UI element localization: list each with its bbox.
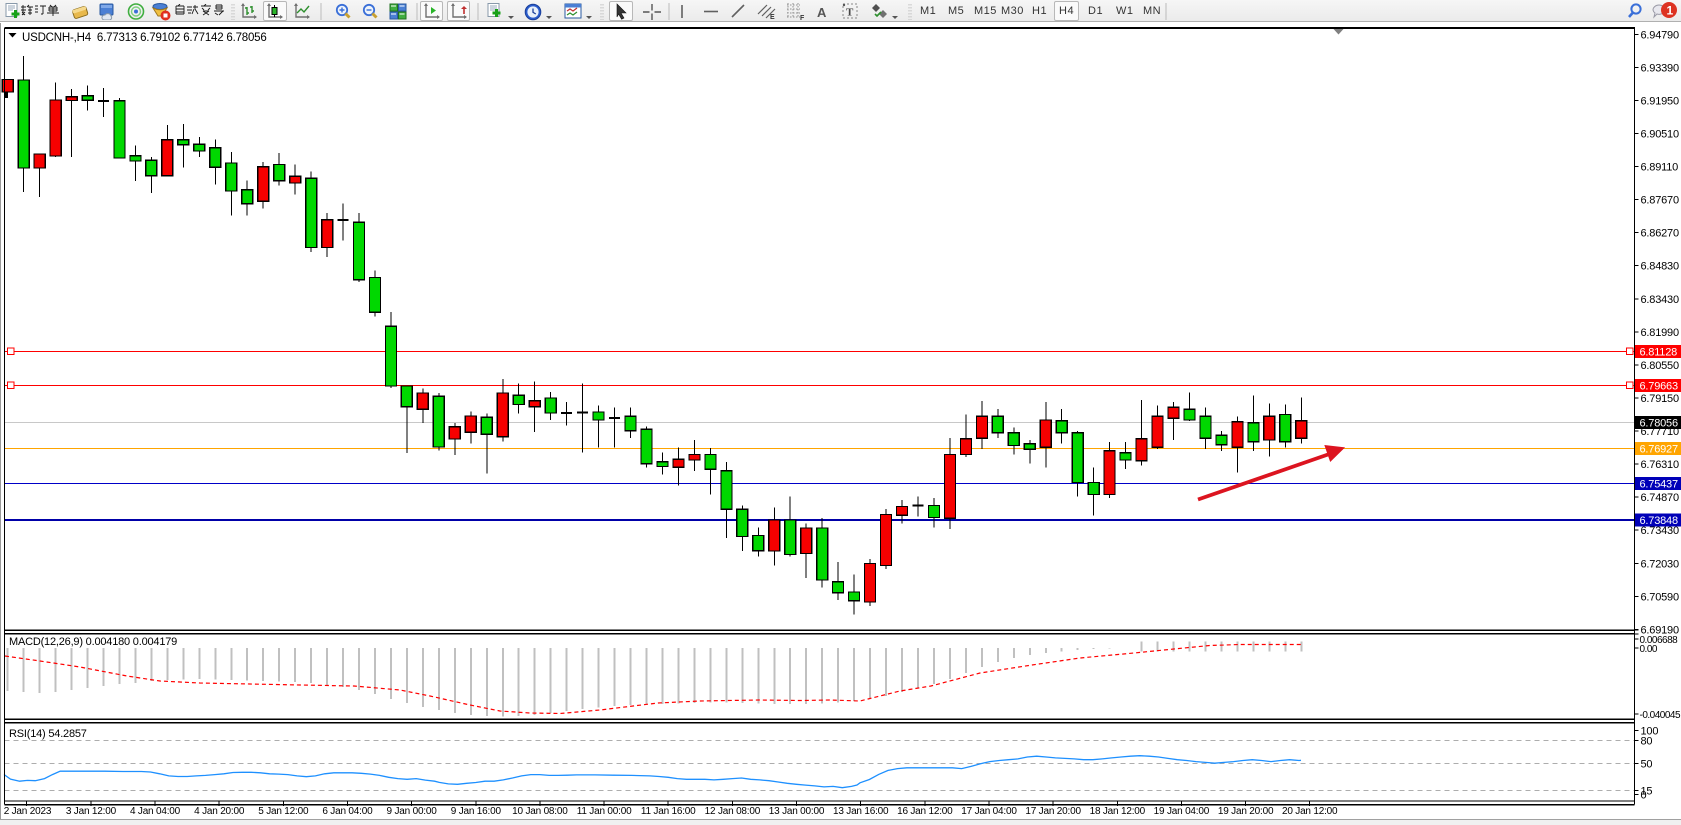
svg-text:5 Jan 12:00: 5 Jan 12:00 <box>258 806 309 817</box>
svg-text:6.81128: 6.81128 <box>1640 347 1678 359</box>
svg-text:50: 50 <box>1641 758 1653 770</box>
svg-text:1: 1 <box>1667 4 1674 18</box>
svg-text:17 Jan 20:00: 17 Jan 20:00 <box>1025 806 1081 817</box>
svg-text:6.86270: 6.86270 <box>1641 228 1679 240</box>
svg-text:4 Jan 04:00: 4 Jan 04:00 <box>130 806 181 817</box>
svg-text:6.76927: 6.76927 <box>1640 444 1678 456</box>
svg-text:6.74870: 6.74870 <box>1641 492 1679 504</box>
svg-text:RSI(14) 54.2857: RSI(14) 54.2857 <box>9 728 87 740</box>
svg-text:19 Jan 20:00: 19 Jan 20:00 <box>1218 806 1274 817</box>
svg-text:E: E <box>770 14 775 21</box>
svg-text:USDCNH-,H4 6.77313 6.79102 6.: USDCNH-,H4 6.77313 6.79102 6.77142 6.780… <box>22 32 267 44</box>
svg-text:12 Jan 08:00: 12 Jan 08:00 <box>705 806 761 817</box>
svg-text:11 Jan 00:00: 11 Jan 00:00 <box>577 806 632 817</box>
svg-text:100: 100 <box>1641 725 1659 737</box>
svg-text:6.94790: 6.94790 <box>1641 29 1679 41</box>
svg-text:6.76310: 6.76310 <box>1641 459 1679 471</box>
svg-text:6.91950: 6.91950 <box>1641 95 1679 107</box>
svg-text:9 Jan 16:00: 9 Jan 16:00 <box>451 806 502 817</box>
svg-text:17 Jan 04:00: 17 Jan 04:00 <box>961 806 1017 817</box>
svg-text:6.79663: 6.79663 <box>1640 381 1678 393</box>
svg-text:T: T <box>846 7 854 19</box>
svg-text:-0.040045: -0.040045 <box>1640 710 1681 721</box>
svg-text:18 Jan 12:00: 18 Jan 12:00 <box>1090 806 1146 817</box>
svg-text:2 Jan 2023: 2 Jan 2023 <box>4 806 52 817</box>
svg-text:6.79150: 6.79150 <box>1641 393 1679 405</box>
svg-text:6.93390: 6.93390 <box>1641 62 1679 74</box>
svg-text:9 Jan 00:00: 9 Jan 00:00 <box>387 806 438 817</box>
svg-text:6.69190: 6.69190 <box>1641 624 1679 636</box>
svg-text:6.73430: 6.73430 <box>1641 525 1679 537</box>
svg-text:F: F <box>800 15 805 21</box>
svg-text:4 Jan 20:00: 4 Jan 20:00 <box>194 806 245 817</box>
svg-text:6 Jan 04:00: 6 Jan 04:00 <box>322 806 373 817</box>
svg-text:0.006688: 0.006688 <box>1640 635 1679 646</box>
svg-text:80: 80 <box>1641 736 1653 748</box>
svg-text:6.90510: 6.90510 <box>1641 129 1679 141</box>
svg-text:6.80550: 6.80550 <box>1641 360 1679 372</box>
svg-text:6.83430: 6.83430 <box>1641 294 1679 306</box>
svg-text:19 Jan 04:00: 19 Jan 04:00 <box>1154 806 1210 817</box>
svg-text:20 Jan 12:00: 20 Jan 12:00 <box>1282 806 1338 817</box>
svg-text:10 Jan 08:00: 10 Jan 08:00 <box>512 806 568 817</box>
svg-text:6.84830: 6.84830 <box>1641 261 1679 273</box>
svg-text:6.70590: 6.70590 <box>1641 591 1679 603</box>
svg-text:6.72030: 6.72030 <box>1641 558 1679 570</box>
svg-text:6.87670: 6.87670 <box>1641 195 1679 207</box>
svg-text:MACD(12,26,9) 0.004180 0.00417: MACD(12,26,9) 0.004180 0.004179 <box>9 636 177 648</box>
svg-text:6.73848: 6.73848 <box>1640 515 1678 527</box>
svg-text:6.75437: 6.75437 <box>1640 479 1678 491</box>
svg-text:6.81990: 6.81990 <box>1641 327 1679 339</box>
svg-text:0.00: 0.00 <box>1640 644 1658 655</box>
svg-text:3 Jan 12:00: 3 Jan 12:00 <box>66 806 117 817</box>
svg-text:13 Jan 00:00: 13 Jan 00:00 <box>769 806 825 817</box>
svg-text:11 Jan 16:00: 11 Jan 16:00 <box>641 806 696 817</box>
svg-text:13 Jan 16:00: 13 Jan 16:00 <box>833 806 889 817</box>
svg-text:0: 0 <box>1641 790 1647 802</box>
svg-text:6.78056: 6.78056 <box>1640 418 1678 430</box>
svg-text:6.89110: 6.89110 <box>1641 162 1679 174</box>
svg-text:16 Jan 12:00: 16 Jan 12:00 <box>897 806 953 817</box>
svg-text:15: 15 <box>1641 785 1653 797</box>
